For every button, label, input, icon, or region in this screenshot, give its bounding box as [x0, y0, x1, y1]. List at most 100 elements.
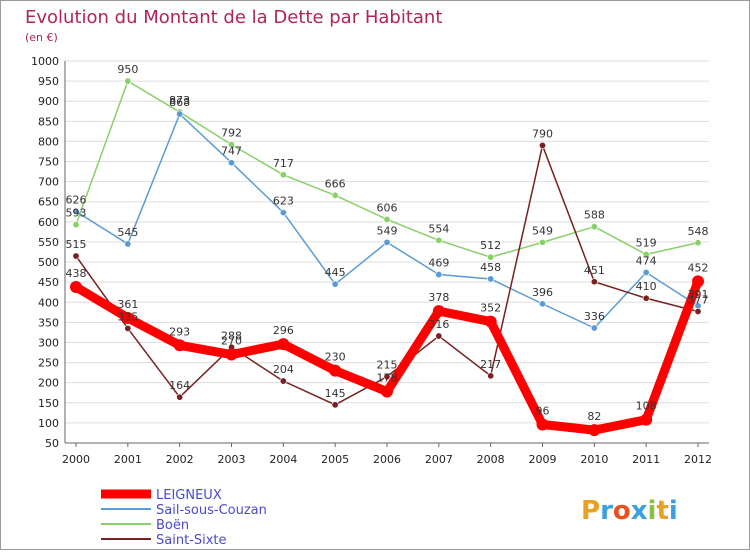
data-point — [331, 191, 339, 199]
data-label: 588 — [584, 209, 605, 222]
x-tick-label: 2009 — [529, 453, 557, 466]
data-point — [642, 269, 650, 277]
data-label: 623 — [273, 195, 294, 208]
x-tick-label: 2012 — [684, 453, 712, 466]
data-label: 626 — [66, 193, 87, 206]
y-tick-label: 300 — [38, 336, 59, 349]
chart-subtitle: (en €) — [25, 31, 58, 44]
data-point — [277, 338, 290, 351]
x-tick-label: 2010 — [580, 453, 608, 466]
y-tick-label: 900 — [38, 95, 59, 108]
y-tick-label: 550 — [38, 236, 59, 249]
data-point — [538, 141, 546, 149]
data-point — [279, 377, 287, 385]
data-point — [435, 271, 443, 279]
x-tick-label: 2011 — [632, 453, 660, 466]
data-label: 270 — [221, 335, 242, 348]
y-tick-label: 150 — [38, 397, 59, 410]
x-tick-label: 2004 — [269, 453, 297, 466]
data-point — [121, 311, 134, 324]
data-label: 666 — [325, 177, 346, 190]
chart-title: Evolution du Montant de la Dette par Hab… — [25, 7, 442, 28]
y-tick-label: 650 — [38, 196, 59, 209]
data-label: 335 — [117, 310, 138, 323]
data-point — [487, 253, 495, 261]
svg-text:Proxiti: Proxiti — [581, 496, 678, 526]
data-label: 950 — [117, 63, 138, 76]
legend-label: LEIGNEUX — [156, 488, 222, 503]
data-point — [331, 280, 339, 288]
y-tick-label: 200 — [38, 377, 59, 390]
data-point — [72, 221, 80, 229]
data-label: 445 — [325, 266, 346, 279]
series-line-leigneux — [71, 276, 703, 435]
data-point — [642, 294, 650, 302]
data-label: 378 — [428, 291, 449, 304]
data-label: 792 — [221, 127, 242, 140]
data-label: 868 — [169, 96, 190, 109]
data-point — [176, 110, 184, 118]
data-point — [484, 315, 497, 328]
data-label: 593 — [66, 207, 87, 220]
data-label: 296 — [273, 324, 294, 337]
y-tick-label: 100 — [38, 417, 59, 430]
y-tick-label: 400 — [38, 296, 59, 309]
x-tick-label: 2003 — [218, 453, 246, 466]
data-point — [124, 240, 132, 248]
y-tick-label: 250 — [38, 357, 59, 370]
data-label: 178 — [377, 372, 398, 385]
data-label: 474 — [636, 255, 657, 268]
data-label: 336 — [584, 310, 605, 323]
data-point — [692, 275, 704, 288]
data-label: 549 — [532, 224, 553, 237]
x-tick-label: 2006 — [373, 453, 401, 466]
data-point — [72, 252, 80, 260]
data-label: 396 — [532, 286, 553, 299]
data-label: 288 — [221, 329, 242, 342]
data-point — [124, 324, 132, 332]
data-label: 519 — [636, 236, 657, 249]
y-tick-label: 800 — [38, 135, 59, 148]
y-tick-label: 600 — [38, 216, 59, 229]
data-point — [487, 275, 495, 283]
data-label: 217 — [480, 358, 501, 371]
data-point — [176, 393, 184, 401]
series-lines — [70, 77, 704, 437]
y-tick-label: 50 — [45, 437, 59, 450]
data-label: 316 — [428, 318, 449, 331]
y-tick-label: 450 — [38, 276, 59, 289]
data-label: 451 — [584, 264, 605, 277]
data-label: 164 — [169, 379, 190, 392]
data-label: 391 — [688, 288, 709, 301]
data-point — [538, 300, 546, 308]
data-label: 96 — [536, 405, 550, 418]
data-label: 512 — [480, 239, 501, 252]
data-label: 215 — [377, 359, 398, 372]
data-label: 293 — [169, 325, 190, 338]
data-label: 230 — [325, 351, 346, 364]
data-labels: 593 950 873 792 717 666 606 554 512 549 588 519 548 6… — [66, 63, 709, 423]
y-tick-label: 950 — [38, 75, 59, 88]
data-label: 145 — [325, 387, 346, 400]
data-point — [432, 305, 445, 318]
data-label: 438 — [66, 267, 87, 280]
data-label: 515 — [66, 238, 87, 251]
data-point — [487, 372, 495, 380]
y-tick-label: 700 — [38, 176, 59, 189]
data-label: 82 — [587, 410, 601, 423]
legend-label: Sail-sous-Couzan — [156, 503, 267, 518]
x-tick-label: 2002 — [166, 453, 194, 466]
data-point — [331, 401, 339, 409]
data-point — [435, 236, 443, 244]
x-tick-label: 2000 — [62, 453, 90, 466]
y-tick-label: 1000 — [31, 55, 59, 68]
data-point — [642, 250, 650, 258]
data-point — [383, 238, 391, 246]
x-tick-label: 2001 — [114, 453, 142, 466]
data-point — [225, 348, 238, 361]
data-point — [279, 171, 287, 179]
data-label: 361 — [117, 298, 138, 311]
data-label: 554 — [428, 222, 449, 235]
data-label: 352 — [480, 302, 501, 315]
